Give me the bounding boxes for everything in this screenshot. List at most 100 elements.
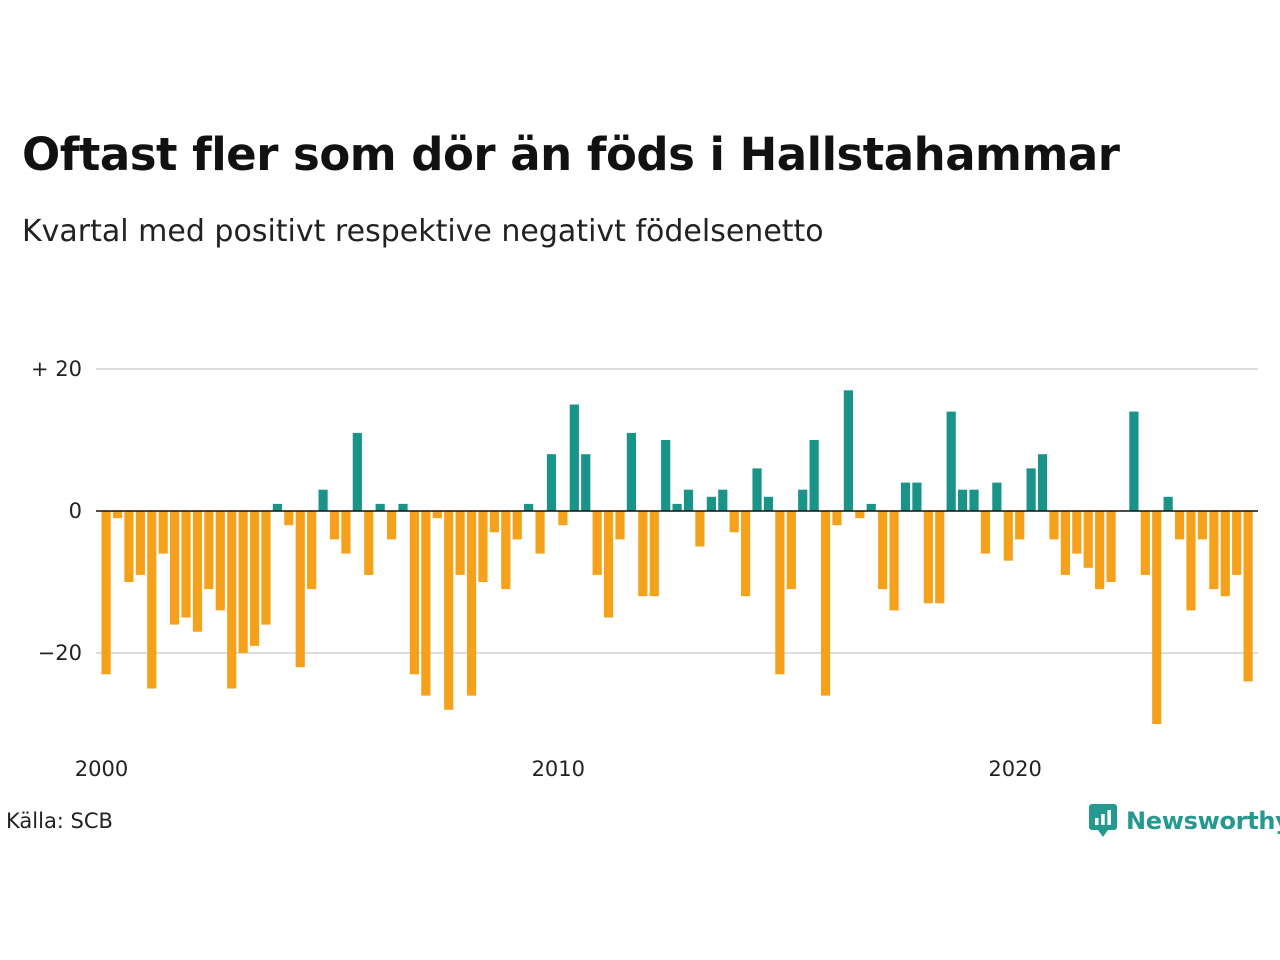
- bar: [832, 511, 842, 526]
- bar: [775, 511, 785, 675]
- bar: [261, 511, 271, 625]
- bar: [432, 511, 442, 519]
- bar: [158, 511, 168, 554]
- x-axis-ticks: 2000 2010 2020: [75, 757, 1042, 781]
- bar: [307, 511, 317, 590]
- bar: [866, 503, 876, 511]
- bars: [101, 390, 1253, 724]
- bar: [718, 489, 728, 511]
- bar: [375, 503, 385, 511]
- bar: [752, 468, 762, 511]
- bar: [729, 511, 739, 533]
- bar: [535, 511, 545, 554]
- bar: [946, 411, 956, 511]
- bar: [1174, 511, 1185, 540]
- bar: [649, 511, 659, 597]
- bar: [1220, 511, 1230, 597]
- brand-logo[interactable]: Newsworthy: [1088, 803, 1280, 839]
- y-axis-ticks: + 20 0 −20: [31, 357, 82, 665]
- bar: [227, 511, 237, 689]
- bar: [763, 496, 774, 511]
- bar: [341, 511, 351, 554]
- bar: [466, 511, 477, 696]
- bar: [1243, 511, 1253, 682]
- bar: [112, 511, 123, 519]
- bar: [912, 482, 922, 511]
- bar: [329, 511, 340, 540]
- bar: [1140, 511, 1150, 575]
- bar: [820, 511, 831, 696]
- bar-chart: + 20 0 −20 2000 2010 2020: [31, 357, 1258, 781]
- y-tick-label: 0: [69, 499, 82, 523]
- bar: [124, 511, 134, 582]
- bar: [489, 511, 499, 533]
- y-tick-label: + 20: [31, 357, 82, 381]
- bar: [1095, 511, 1105, 590]
- bar: [170, 511, 180, 625]
- bar: [1003, 511, 1013, 561]
- bar: [1060, 511, 1070, 575]
- brand-name: Newsworthy: [1126, 807, 1280, 835]
- bar: [409, 511, 420, 675]
- bar: [546, 454, 557, 511]
- bar: [1129, 411, 1139, 511]
- bar: [295, 511, 305, 668]
- bar: [524, 503, 534, 511]
- bar: [318, 489, 328, 511]
- bar: [969, 489, 979, 511]
- bar: [900, 482, 911, 511]
- bar: [809, 440, 819, 511]
- bar: [1026, 468, 1036, 511]
- x-tick-label: 2020: [988, 757, 1041, 781]
- bar: [135, 511, 145, 575]
- chart-title: Oftast fler som dör än föds i Hallstaham…: [22, 128, 1120, 181]
- bar: [980, 511, 991, 554]
- bar: [569, 404, 579, 511]
- bar: [512, 511, 522, 540]
- bar: [558, 511, 568, 526]
- bar: [798, 489, 808, 511]
- bar: [147, 511, 157, 689]
- bar: [364, 511, 374, 575]
- bar: [478, 511, 488, 582]
- bar: [1152, 511, 1162, 724]
- bar: [1163, 496, 1173, 511]
- bar: [581, 454, 591, 511]
- bar: [455, 511, 465, 575]
- bar: [398, 503, 408, 511]
- bar: [672, 503, 682, 511]
- bar: [249, 511, 260, 646]
- bar: [215, 511, 225, 611]
- bar: [592, 511, 602, 575]
- bar: [272, 503, 282, 511]
- bar: [101, 511, 111, 675]
- bar: [878, 511, 888, 590]
- bar: [786, 511, 796, 590]
- bar: [204, 511, 214, 590]
- bar: [935, 511, 945, 604]
- bar: [1209, 511, 1219, 590]
- bar: [1015, 511, 1025, 540]
- bar: [1197, 511, 1208, 540]
- bar: [958, 489, 968, 511]
- bar: [992, 482, 1002, 511]
- source-note: Källa: SCB: [6, 809, 113, 833]
- newsworthy-logo-icon: [1089, 804, 1117, 837]
- bar: [889, 511, 899, 611]
- bar: [683, 489, 694, 511]
- bar: [192, 511, 203, 632]
- bar: [181, 511, 191, 618]
- bar: [661, 440, 671, 511]
- bar: [421, 511, 431, 696]
- bar: [1072, 511, 1082, 554]
- bar: [1037, 454, 1048, 511]
- chart-subtitle: Kvartal med positivt respektive negativt…: [22, 214, 824, 249]
- x-tick-label: 2000: [75, 757, 128, 781]
- bar: [1083, 511, 1093, 568]
- grid-lines: [96, 368, 1258, 654]
- bar: [501, 511, 511, 590]
- y-tick-label: −20: [38, 641, 82, 665]
- bar: [615, 511, 625, 540]
- bar: [1232, 511, 1242, 575]
- bar: [1049, 511, 1059, 540]
